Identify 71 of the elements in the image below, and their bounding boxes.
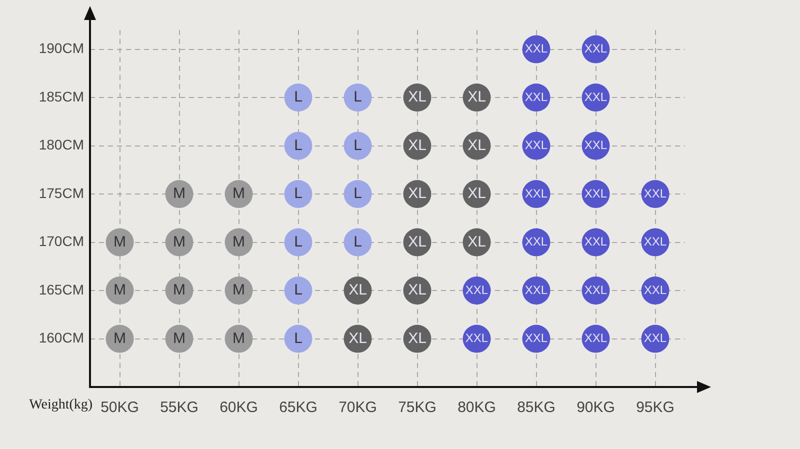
x-tick-label: 60KG — [220, 399, 258, 416]
text: L — [354, 185, 362, 202]
series-label: XL — [348, 330, 367, 347]
text: XXL — [524, 282, 548, 297]
x-tick-label: 90KG — [576, 399, 615, 416]
text: L — [354, 136, 362, 154]
text: M — [114, 330, 126, 347]
text: XXL — [584, 234, 608, 249]
text: XXL — [584, 331, 608, 346]
x-tick-label: 75KG — [398, 399, 436, 416]
x-axis-title: Weight(kg) — [29, 398, 93, 413]
text: XXL — [644, 331, 667, 346]
text: XXL — [584, 138, 608, 152]
text: XXL — [524, 234, 548, 249]
text: L — [294, 233, 302, 250]
x-tick-label: 95KG — [636, 399, 674, 416]
y-tick-label: 190CM — [38, 40, 84, 56]
text: XL — [408, 330, 426, 347]
y-tick-label: 165CM — [38, 281, 84, 298]
text: XL — [348, 282, 367, 299]
y-tick-label: 160CM — [38, 330, 84, 346]
y-tick-label: 175CM — [38, 184, 84, 201]
text: XXL — [584, 186, 608, 200]
text: M — [173, 185, 186, 202]
text: XXL — [524, 90, 548, 104]
text: XXL — [584, 42, 608, 56]
text: XXL — [524, 138, 548, 152]
text: XL — [468, 233, 486, 250]
text: L — [294, 282, 302, 299]
y-tick-label: 170CM — [38, 233, 84, 250]
text: XL — [408, 136, 426, 154]
text: XL — [408, 233, 426, 250]
text: M — [232, 185, 245, 202]
x-tick-label: 70KG — [338, 399, 377, 416]
x-tick-label: 50KG — [100, 399, 139, 416]
series-label: L — [294, 330, 302, 347]
series-label: XXL — [465, 331, 488, 346]
text: M — [173, 233, 186, 250]
text: XXL — [524, 42, 548, 56]
text: XL — [408, 282, 426, 299]
text: XXL — [644, 282, 667, 297]
text: XXL — [524, 331, 548, 346]
x-tick-label: 85KG — [517, 399, 556, 416]
x-tick-label: 65KG — [279, 399, 318, 416]
text: M — [173, 282, 186, 299]
text: L — [294, 88, 302, 106]
text: XL — [408, 185, 426, 202]
text: XL — [468, 136, 486, 154]
text: M — [232, 282, 245, 299]
text: M — [114, 282, 126, 299]
text: L — [294, 185, 302, 202]
text: XXL — [584, 282, 608, 297]
text: L — [354, 88, 362, 106]
text: L — [294, 136, 302, 154]
text: L — [354, 233, 362, 250]
text: XXL — [584, 90, 608, 104]
text: XL — [408, 88, 426, 106]
x-tick-label: 55KG — [160, 399, 198, 416]
text: XL — [468, 185, 486, 202]
series-label: M — [173, 330, 186, 347]
x-tick-label: 80KG — [458, 399, 496, 416]
text: XXL — [644, 234, 667, 249]
text: XXL — [465, 282, 488, 297]
text: M — [232, 330, 245, 347]
text: XXL — [524, 186, 548, 200]
y-tick-label: 180CM — [38, 136, 84, 153]
text: XXL — [644, 186, 667, 200]
text: M — [114, 233, 126, 250]
y-tick-label: 185CM — [38, 88, 84, 104]
text: XL — [468, 88, 486, 106]
text: M — [232, 233, 245, 250]
